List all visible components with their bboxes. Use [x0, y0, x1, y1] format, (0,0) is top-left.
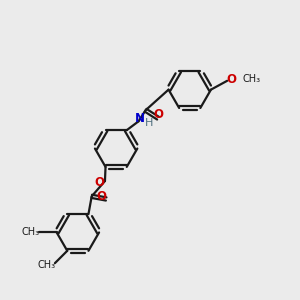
Text: O: O — [95, 176, 105, 189]
Text: O: O — [153, 108, 163, 121]
Text: O: O — [226, 73, 236, 86]
Text: H: H — [145, 118, 153, 128]
Text: CH₃: CH₃ — [22, 226, 40, 237]
Text: CH₃: CH₃ — [38, 260, 56, 270]
Text: N: N — [134, 112, 144, 125]
Text: CH₃: CH₃ — [242, 74, 261, 84]
Text: O: O — [96, 190, 106, 203]
